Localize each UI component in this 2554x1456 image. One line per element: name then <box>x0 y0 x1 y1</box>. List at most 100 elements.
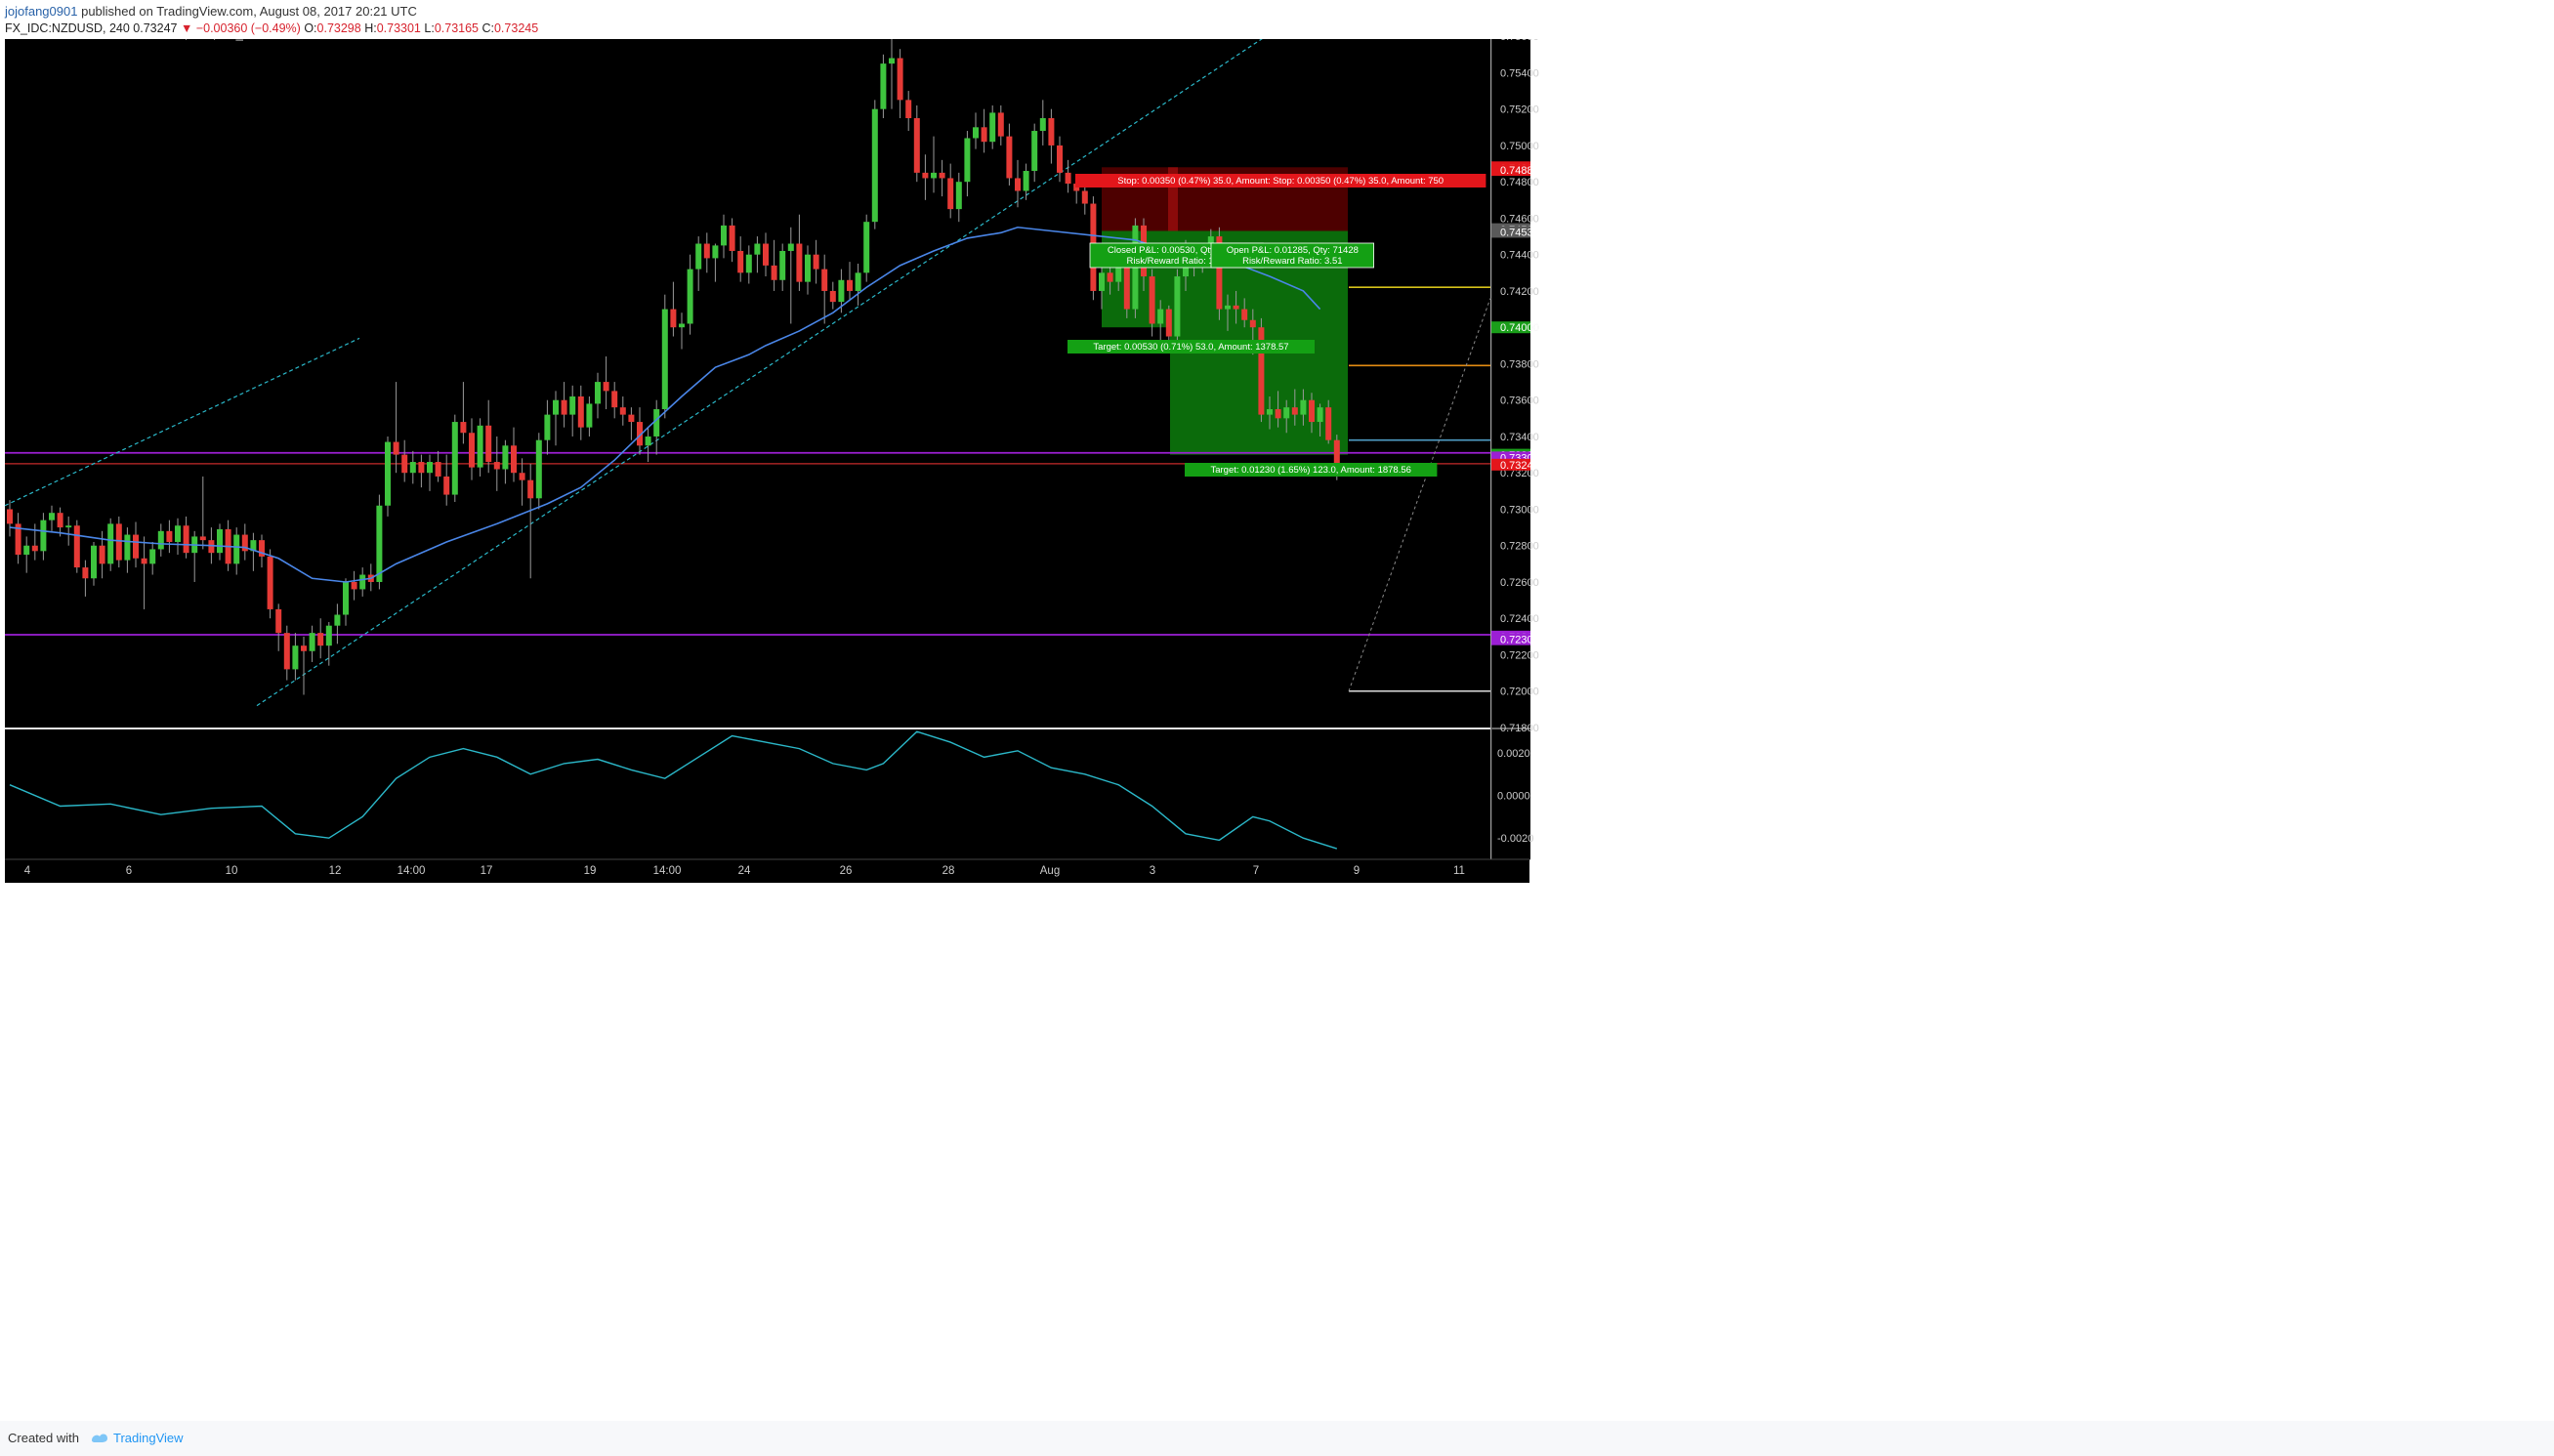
high-value: 0.73301 <box>376 21 421 35</box>
close-label: C: <box>481 21 494 35</box>
candle-bear <box>527 479 534 499</box>
closed-pnl-label-text: Risk/Reward Ratio: 1.51 <box>1126 256 1226 267</box>
candle-bull <box>385 441 391 506</box>
candle-bull <box>595 382 601 404</box>
price-tick-label: 0.72000 <box>1500 686 1539 698</box>
candle-bull <box>863 222 870 273</box>
candle-bear <box>703 243 710 259</box>
candle-bull <box>124 534 131 561</box>
candle-bull <box>661 309 668 410</box>
price-badge: 0.74000 <box>1491 321 1539 334</box>
candle-bull <box>787 243 794 251</box>
candle-bull <box>721 225 727 246</box>
symbol-label: FX_IDC:NZDUSD, 240 <box>5 21 130 35</box>
candle-bull <box>535 439 542 499</box>
open-value: 0.73298 <box>316 21 361 35</box>
stop-label-bg <box>1075 174 1486 187</box>
candle-bull <box>451 422 458 495</box>
candle-bear <box>1233 305 1239 310</box>
chart-header: jojofang0901 published on TradingView.co… <box>0 0 2554 39</box>
time-tick-label: 12 <box>329 865 342 877</box>
candle-bear <box>1107 272 1113 282</box>
price-badge-text: 0.73245 <box>1500 460 1539 472</box>
moving-average-line <box>9 226 1321 583</box>
price-badge: 0.74530 <box>1491 226 1539 238</box>
open-pnl-label-text: Open P&L: 0.01285, Qty: 71428 <box>1227 245 1359 256</box>
price-tick-label: 0.72600 <box>1500 577 1539 589</box>
candle-bear <box>57 513 63 528</box>
candle-bear <box>469 433 475 468</box>
candle-bear <box>418 462 425 474</box>
candle-bear <box>1065 172 1071 185</box>
candle-bull <box>569 395 576 415</box>
candle-bear <box>1165 309 1172 337</box>
candle-bear <box>821 269 828 291</box>
oscillator-line <box>9 730 1338 850</box>
candle-bear <box>981 127 987 143</box>
candle-bull <box>91 545 97 579</box>
candle-bull <box>754 243 761 255</box>
candle-bear <box>897 58 903 101</box>
target-label-open-text: Target: 0.01230 (1.65%) 123.0, Amount: 1… <box>1210 465 1410 476</box>
price-badge-text: 0.74880 <box>1500 165 1539 177</box>
candle-bear <box>199 536 206 541</box>
price-tick-label: 0.75600 <box>1500 39 1539 43</box>
price-badge: 0.74880 <box>1491 164 1539 177</box>
candle-bull <box>1039 117 1046 132</box>
time-tick-label: 28 <box>942 865 955 877</box>
candle-bear <box>460 422 467 434</box>
candle-bull <box>334 614 341 626</box>
price-badge-text: 0.74530 <box>1500 227 1539 238</box>
candle-bull <box>973 127 979 139</box>
candle-bear <box>73 525 80 568</box>
candle-bull <box>687 269 693 324</box>
candle-bull <box>309 633 315 651</box>
price-tick-label: 0.74200 <box>1500 286 1539 298</box>
publish-info: jojofang0901 published on TradingView.co… <box>5 3 417 21</box>
candle-bull <box>805 254 811 282</box>
candle-bull <box>359 574 366 590</box>
candle-bear <box>1015 178 1021 191</box>
time-tick-label: 3 <box>1150 865 1155 877</box>
candle-bull <box>250 540 257 552</box>
candle-bear <box>1081 190 1088 204</box>
stop-zone-overlap <box>1168 167 1178 231</box>
oscillator-tick-label: -0.0020 <box>1497 833 1533 845</box>
candle-bear <box>1325 407 1332 440</box>
target-label-closed: Target: 0.00530 (0.71%) 53.0, Amount: 13… <box>1068 340 1315 354</box>
candle-bear <box>259 540 265 557</box>
candle-bear <box>1309 399 1315 423</box>
target-label-closed-bg <box>1068 340 1315 354</box>
price-tick-label: 0.73200 <box>1500 468 1539 479</box>
candle-bear <box>519 473 525 480</box>
tradingview-brand[interactable]: TradingView <box>113 1431 184 1445</box>
candle-bull <box>49 513 55 520</box>
candle-bear <box>1048 117 1055 146</box>
target-label-closed-text: Target: 0.00530 (0.71%) 53.0, Amount: 13… <box>1093 342 1288 353</box>
price-tick-label: 0.72800 <box>1500 541 1539 553</box>
candle-bear <box>737 250 744 273</box>
price-chart[interactable]: New Zealand Dollar/U.S. Dollar, 240, FX_… <box>0 39 2554 1421</box>
candle-bear <box>493 462 500 470</box>
candle-bear <box>922 172 929 179</box>
candle-bear <box>115 523 122 561</box>
candle-bull <box>427 462 433 474</box>
candle-bear <box>939 172 945 179</box>
candle-bear <box>393 441 399 455</box>
price-tick-label: 0.75200 <box>1500 104 1539 116</box>
candle-bear <box>729 225 735 251</box>
candle-bear <box>31 545 38 552</box>
price-badge-bg <box>1491 633 1530 645</box>
time-tick-label: 14:00 <box>398 865 426 877</box>
author-link[interactable]: jojofang0901 <box>5 4 78 19</box>
time-tick-label: 9 <box>1354 865 1360 877</box>
candle-bull <box>1283 407 1290 419</box>
candle-bull <box>1115 254 1122 282</box>
candle-bear <box>82 567 89 579</box>
candle-bull <box>855 272 861 291</box>
time-tick-label: 4 <box>24 865 31 877</box>
open-pnl-label-text: Risk/Reward Ratio: 3.51 <box>1242 256 1342 267</box>
price-badge: 0.73245 <box>1491 458 1539 472</box>
time-tick-label: 19 <box>584 865 597 877</box>
candle-bear <box>913 117 920 173</box>
